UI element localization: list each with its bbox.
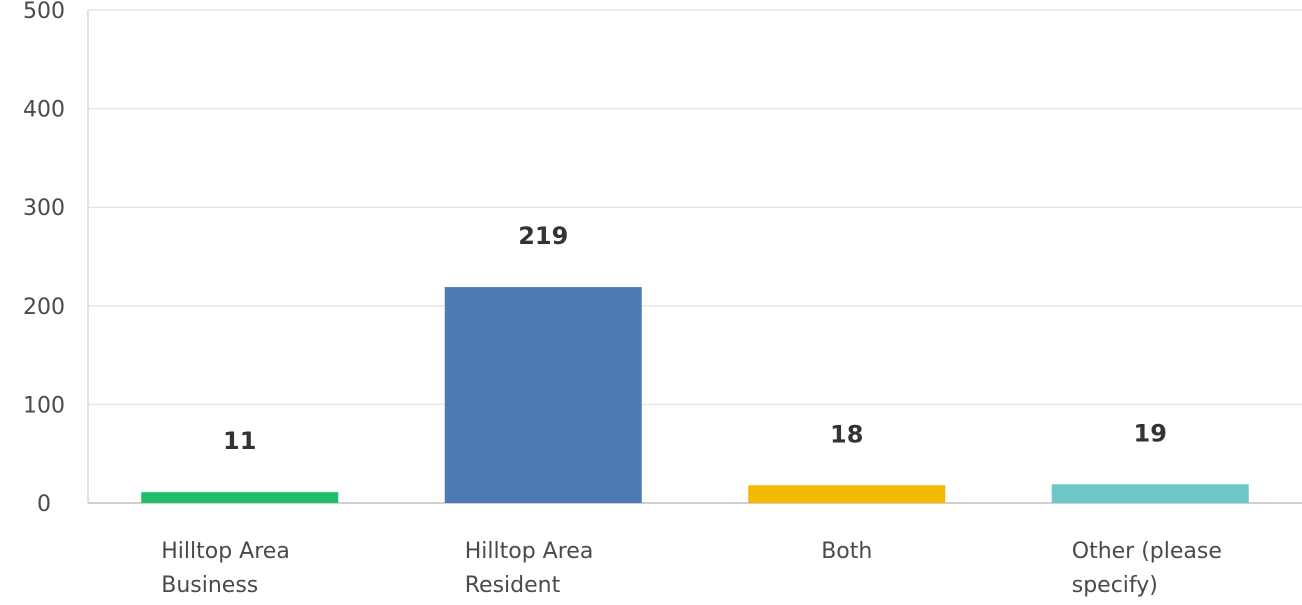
bar <box>444 287 642 503</box>
axes <box>87 10 1302 504</box>
data-label: 18 <box>830 420 863 448</box>
y-tick-label: 0 <box>37 492 51 517</box>
bar <box>1051 484 1249 503</box>
y-tick-label: 500 <box>23 0 65 24</box>
x-tick-label: Hilltop Area Business <box>161 539 290 598</box>
x-tick-label-line: Other (please <box>1072 539 1222 564</box>
bar <box>141 492 339 503</box>
x-tick-label-line: Both <box>821 539 872 564</box>
x-tick-label: Both <box>821 539 872 564</box>
data-label: 19 <box>1134 419 1167 447</box>
bar <box>748 485 946 503</box>
y-tick-label: 100 <box>23 393 65 418</box>
x-tick-label: Hilltop Area Resident <box>465 539 594 598</box>
y-tick-label: 300 <box>23 196 65 221</box>
x-tick-label-line: Resident <box>465 573 561 598</box>
labels: 0 100 200 300 400 500 11 Hilltop Area Business 21… <box>23 0 1222 598</box>
y-tick-label: 200 <box>23 295 65 320</box>
bars <box>141 287 1249 503</box>
gridlines <box>88 9 1302 406</box>
x-tick-label-line: Business <box>161 573 258 598</box>
x-tick-label-line: Hilltop Area <box>465 539 594 564</box>
x-tick-label-line: specify) <box>1072 573 1158 598</box>
data-label: 219 <box>518 222 568 250</box>
x-tick-label: Other (please specify) <box>1072 539 1222 598</box>
data-label: 11 <box>223 427 256 455</box>
x-tick-label-line: Hilltop Area <box>161 539 290 564</box>
y-tick-label: 400 <box>23 98 65 123</box>
